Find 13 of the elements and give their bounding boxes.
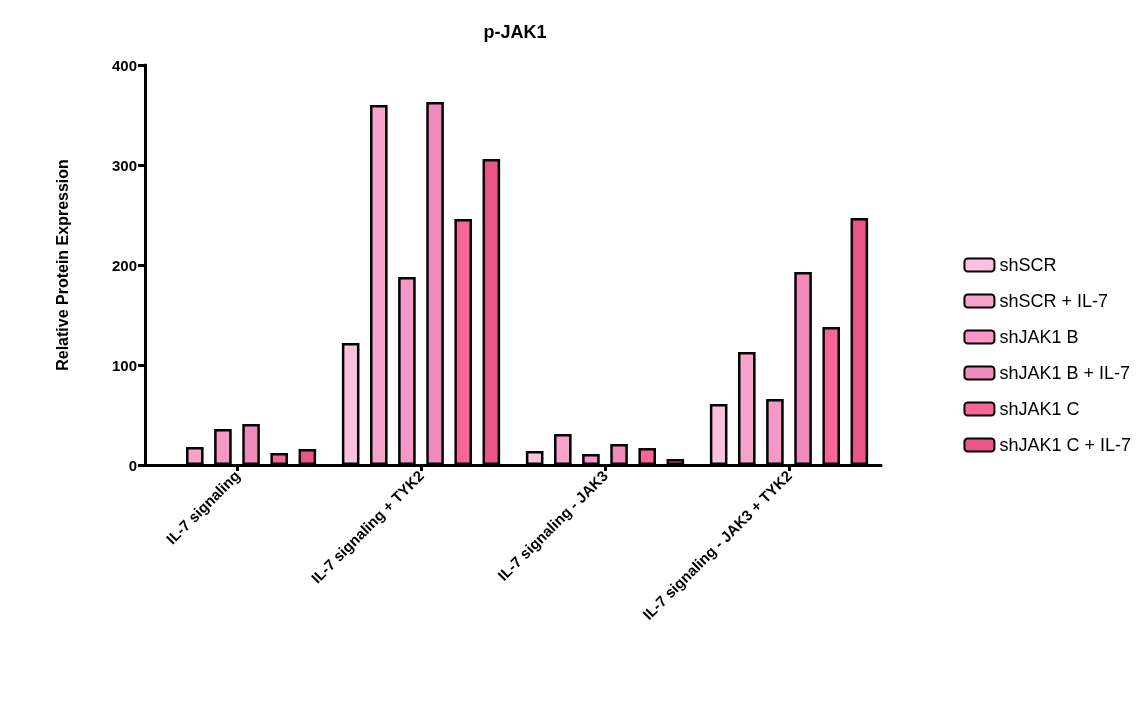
legend-label: shJAK1 C + IL-7 (999, 435, 1132, 455)
legend-label: shJAK1 B + IL-7 (999, 363, 1131, 383)
legend-label: shJAK1 B (999, 327, 1079, 347)
y-axis-title: Relative Protein Expression (53, 159, 71, 371)
y-tick-label: 200 (111, 256, 137, 274)
y-tick-label: 0 (128, 456, 137, 474)
y-tick-label: 100 (111, 356, 137, 374)
legend-label: shJAK1 C (999, 399, 1080, 419)
legend-label: shSCR (999, 255, 1057, 275)
legend-label: shSCR + IL-7 (999, 291, 1108, 311)
y-tick-label: 400 (111, 56, 137, 74)
y-tick-label: 300 (111, 156, 137, 174)
chart-title: p-JAK1 (483, 22, 547, 42)
